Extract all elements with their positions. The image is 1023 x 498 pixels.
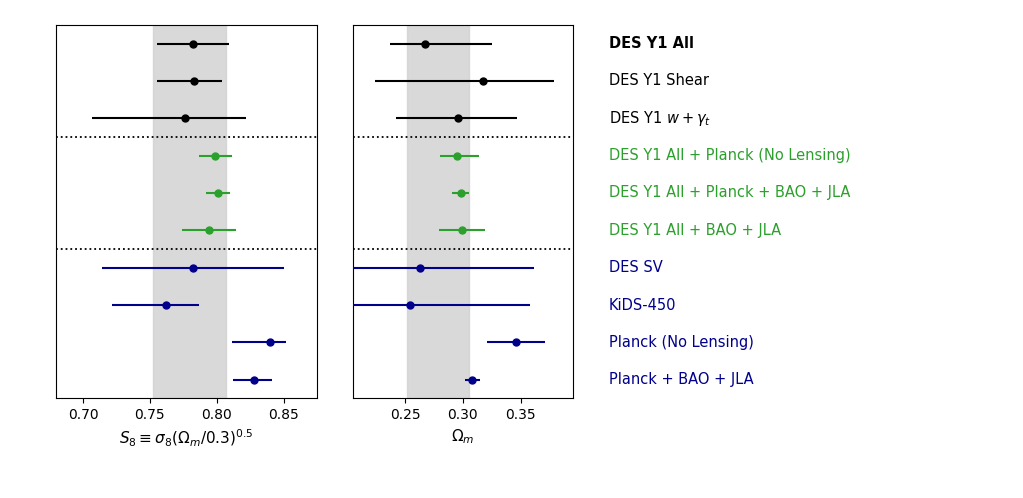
- Text: DES Y1 Shear: DES Y1 Shear: [609, 73, 709, 89]
- Text: DES Y1 All: DES Y1 All: [609, 36, 694, 51]
- X-axis label: $\Omega_m$: $\Omega_m$: [451, 428, 475, 446]
- Text: Planck (No Lensing): Planck (No Lensing): [609, 335, 754, 350]
- Text: DES Y1 $w + \gamma_t$: DES Y1 $w + \gamma_t$: [609, 109, 711, 128]
- Bar: [152, 25, 226, 398]
- Text: Planck + BAO + JLA: Planck + BAO + JLA: [609, 372, 753, 387]
- Text: DES Y1 All + Planck + BAO + JLA: DES Y1 All + Planck + BAO + JLA: [609, 185, 850, 201]
- X-axis label: $S_8 \equiv \sigma_8(\Omega_m/0.3)^{0.5}$: $S_8 \equiv \sigma_8(\Omega_m/0.3)^{0.5}…: [120, 428, 254, 449]
- Bar: [407, 25, 469, 398]
- Text: DES Y1 All + Planck (No Lensing): DES Y1 All + Planck (No Lensing): [609, 148, 850, 163]
- Text: DES Y1 All + BAO + JLA: DES Y1 All + BAO + JLA: [609, 223, 781, 238]
- Text: DES SV: DES SV: [609, 260, 663, 275]
- Text: KiDS-450: KiDS-450: [609, 297, 676, 313]
